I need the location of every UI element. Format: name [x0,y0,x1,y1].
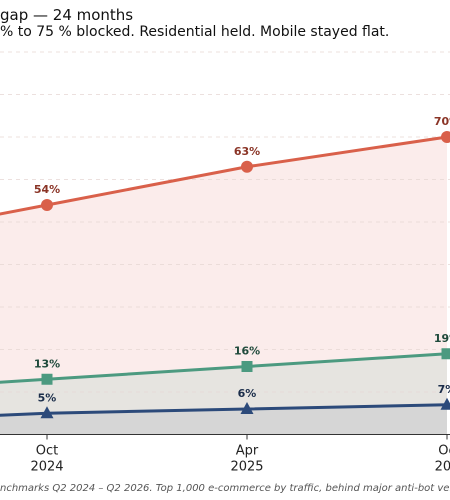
line [0,352,448,384]
x-tick-label: Oc202 [435,444,450,475]
x-tick-label: Oct 2024 [30,444,63,475]
data-label: 16% [234,345,260,358]
marker [241,361,253,372]
data-label: 70% [434,115,450,128]
marker [441,348,450,360]
data-label: 13% [34,357,60,370]
data-label: 54% [34,183,60,196]
data-label: 63% [234,145,260,158]
marker [41,373,53,385]
chart-subtitle: % to 75 % blocked. Residential held. Mob… [0,24,389,40]
marker [440,397,450,410]
chart-title: gap — 24 months [0,6,133,24]
line [0,403,448,417]
marker [40,406,54,419]
marker [241,160,253,173]
data-label: 7% [438,383,450,396]
line [0,135,448,216]
footnote: nchmarks Q2 2024 – Q2 2026. Top 1,000 e-… [0,483,450,494]
marker [441,131,450,143]
marker [41,199,53,211]
x-tick-label: Apr 2025 [230,444,263,475]
data-label: 6% [238,387,257,400]
data-label: 5% [38,391,57,404]
marker [240,402,254,414]
data-label: 19% [434,332,450,345]
